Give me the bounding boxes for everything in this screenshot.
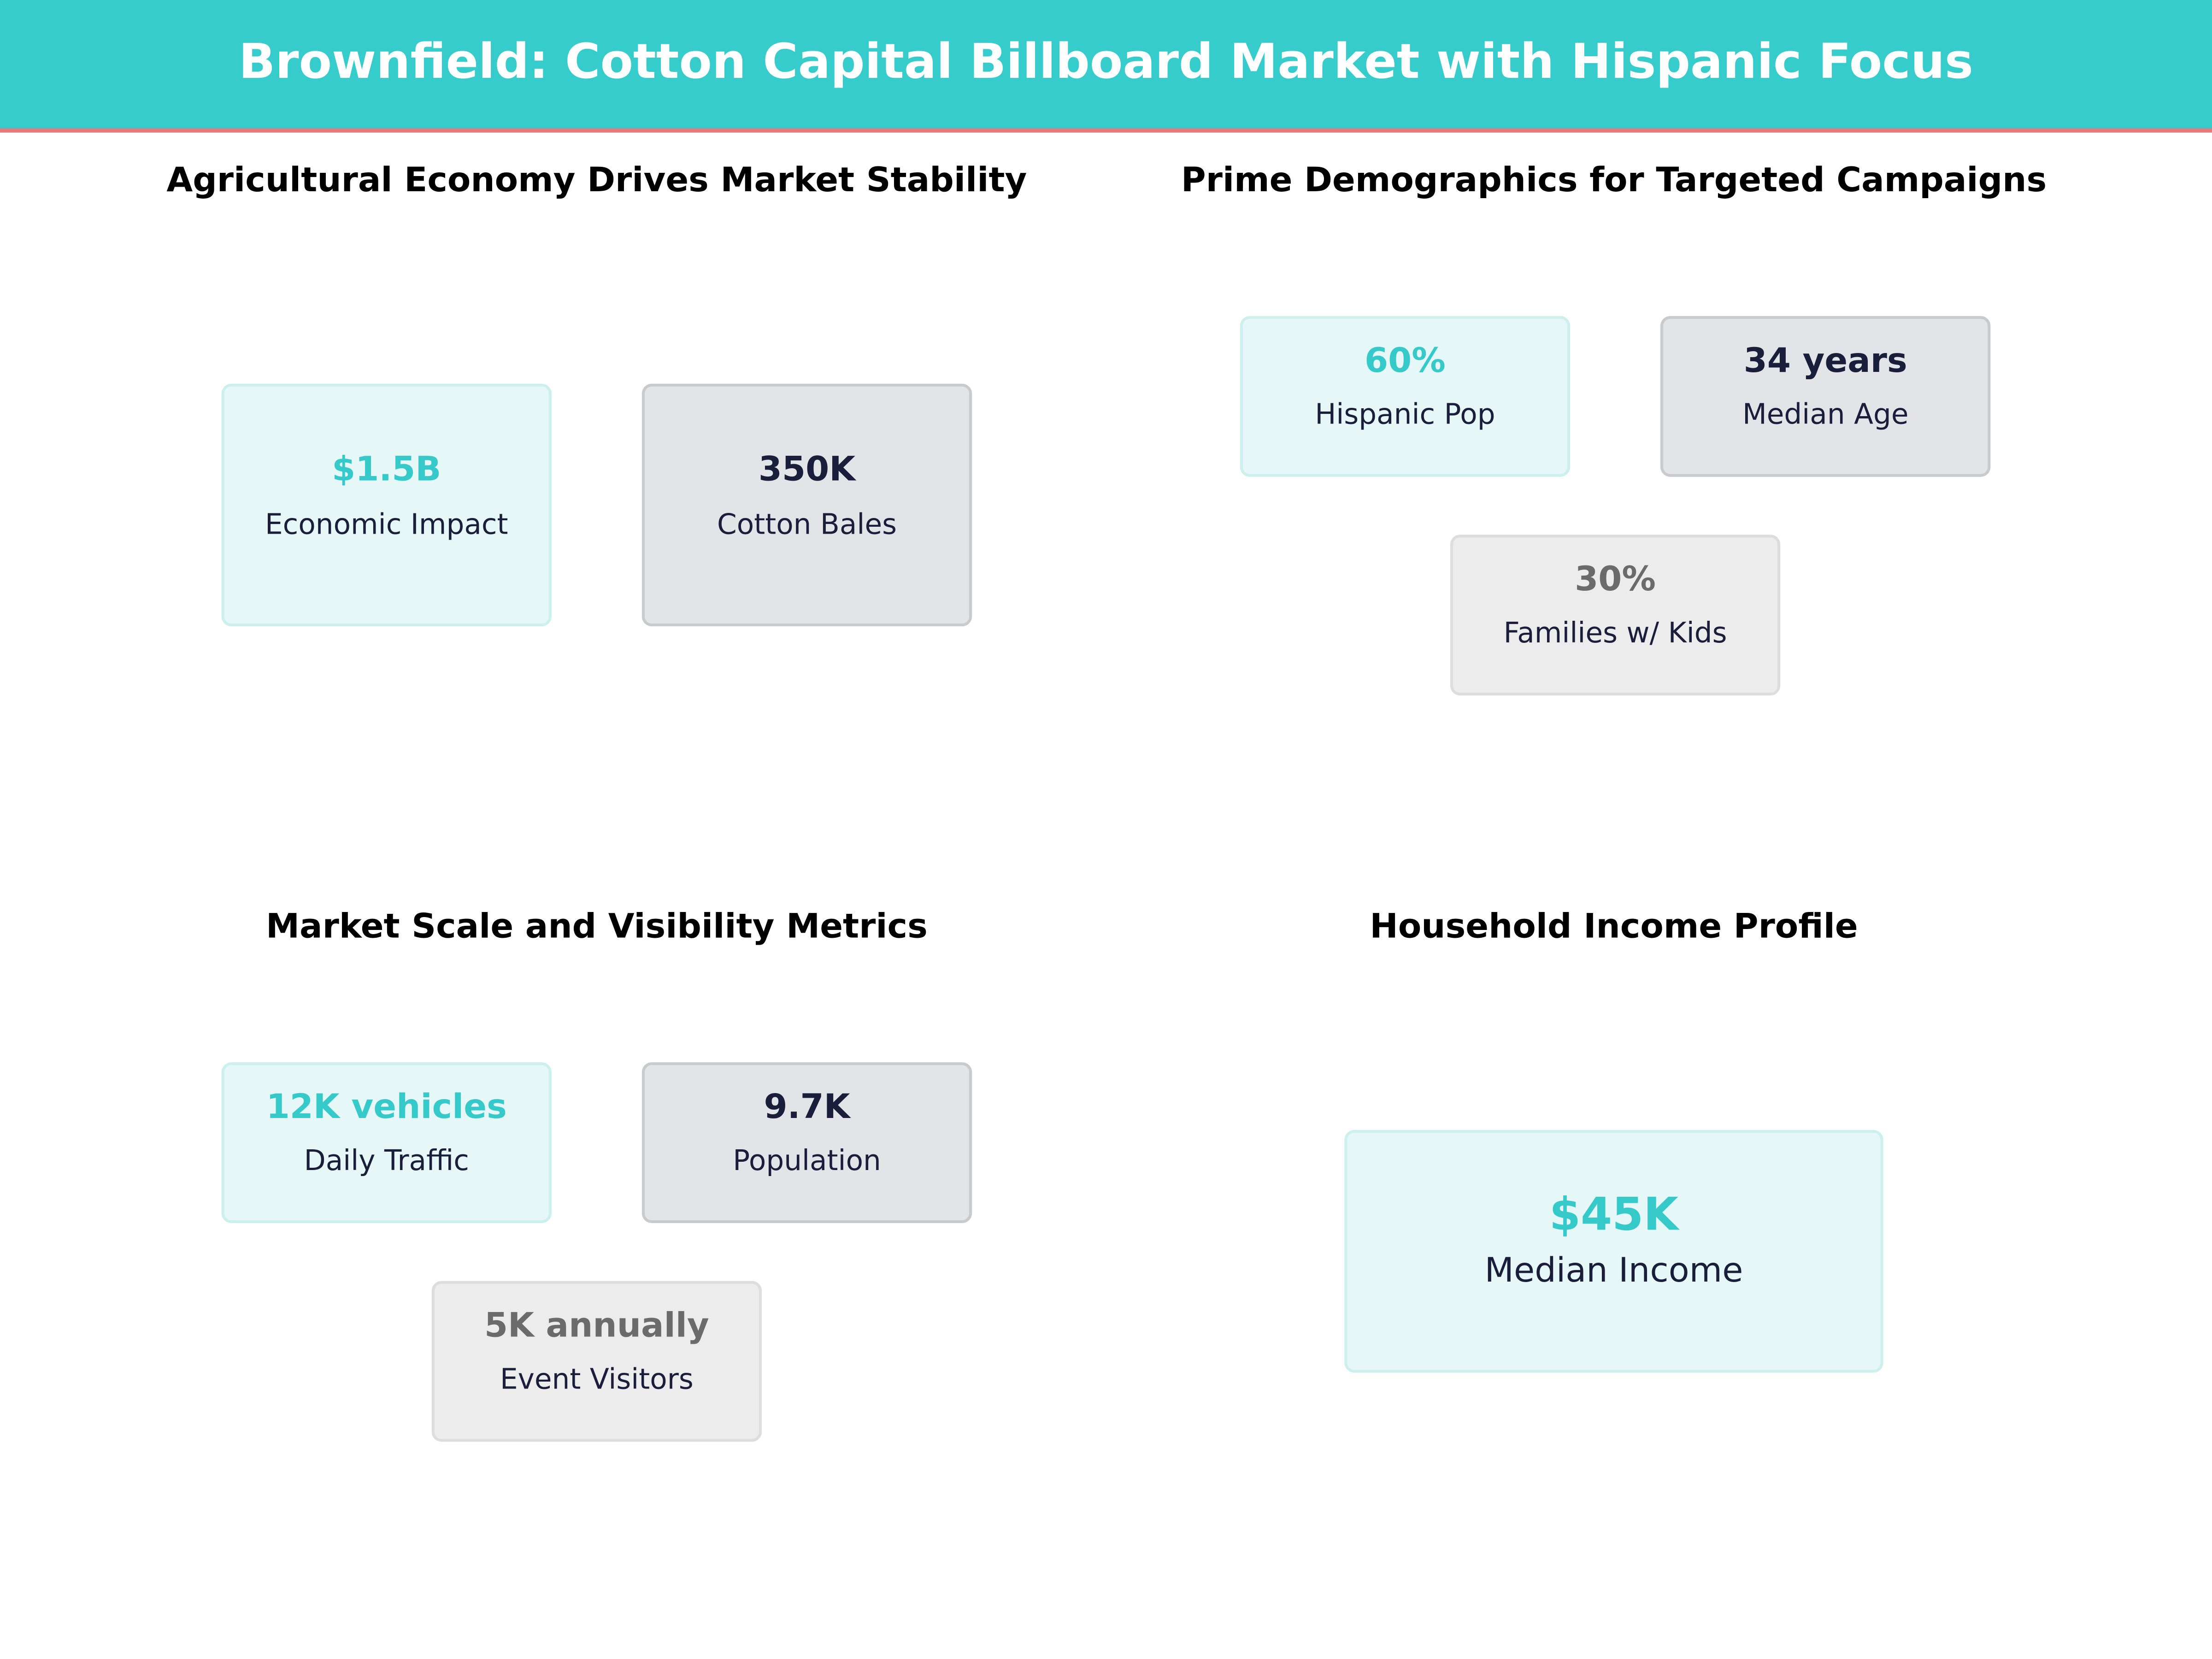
- metric-card: [221, 1062, 552, 1224]
- metric-value: 34 years: [1744, 341, 1907, 380]
- metric-value: $1.5B: [332, 449, 441, 488]
- header-bar: [0, 0, 2212, 130]
- panel-title: Market Scale and Visibility Metrics: [266, 906, 928, 946]
- metric-label: Hispanic Pop: [1315, 398, 1495, 431]
- metric-value: 5K annually: [484, 1306, 709, 1345]
- metric-label: Median Income: [1485, 1251, 1743, 1290]
- metric-card: [1344, 1130, 1883, 1373]
- metric-value: 30%: [1575, 559, 1656, 599]
- metric-label: Cotton Bales: [717, 508, 897, 541]
- metric-value: 60%: [1365, 341, 1446, 380]
- panel-title: Agricultural Economy Drives Market Stabi…: [166, 160, 1027, 200]
- panel-title: Household Income Profile: [1370, 906, 1858, 946]
- metric-card: [221, 383, 552, 627]
- metric-label: Population: [733, 1144, 881, 1177]
- metric-label: Families w/ Kids: [1504, 617, 1727, 649]
- metric-value: 9.7K: [764, 1087, 851, 1126]
- metric-value: 12K vehicles: [266, 1087, 507, 1126]
- metric-label: Economic Impact: [265, 508, 508, 541]
- metric-card: [641, 383, 972, 627]
- metric-card: [1240, 316, 1571, 477]
- metric-card: [641, 1062, 972, 1224]
- metric-label: Median Age: [1742, 398, 1909, 431]
- metric-label: Daily Traffic: [304, 1144, 469, 1177]
- metric-value: 350K: [759, 449, 857, 488]
- metric-value: $45K: [1549, 1188, 1680, 1241]
- panel-title: Prime Demographics for Targeted Campaign…: [1181, 160, 2047, 200]
- metric-label: Event Visitors: [500, 1363, 694, 1396]
- metric-card: [1450, 535, 1781, 696]
- metric-card: [431, 1281, 762, 1442]
- page-title: Brownfield: Cotton Capital Billboard Mar…: [239, 33, 1973, 89]
- metric-card: [1660, 316, 1991, 477]
- header-rule: [0, 128, 2212, 133]
